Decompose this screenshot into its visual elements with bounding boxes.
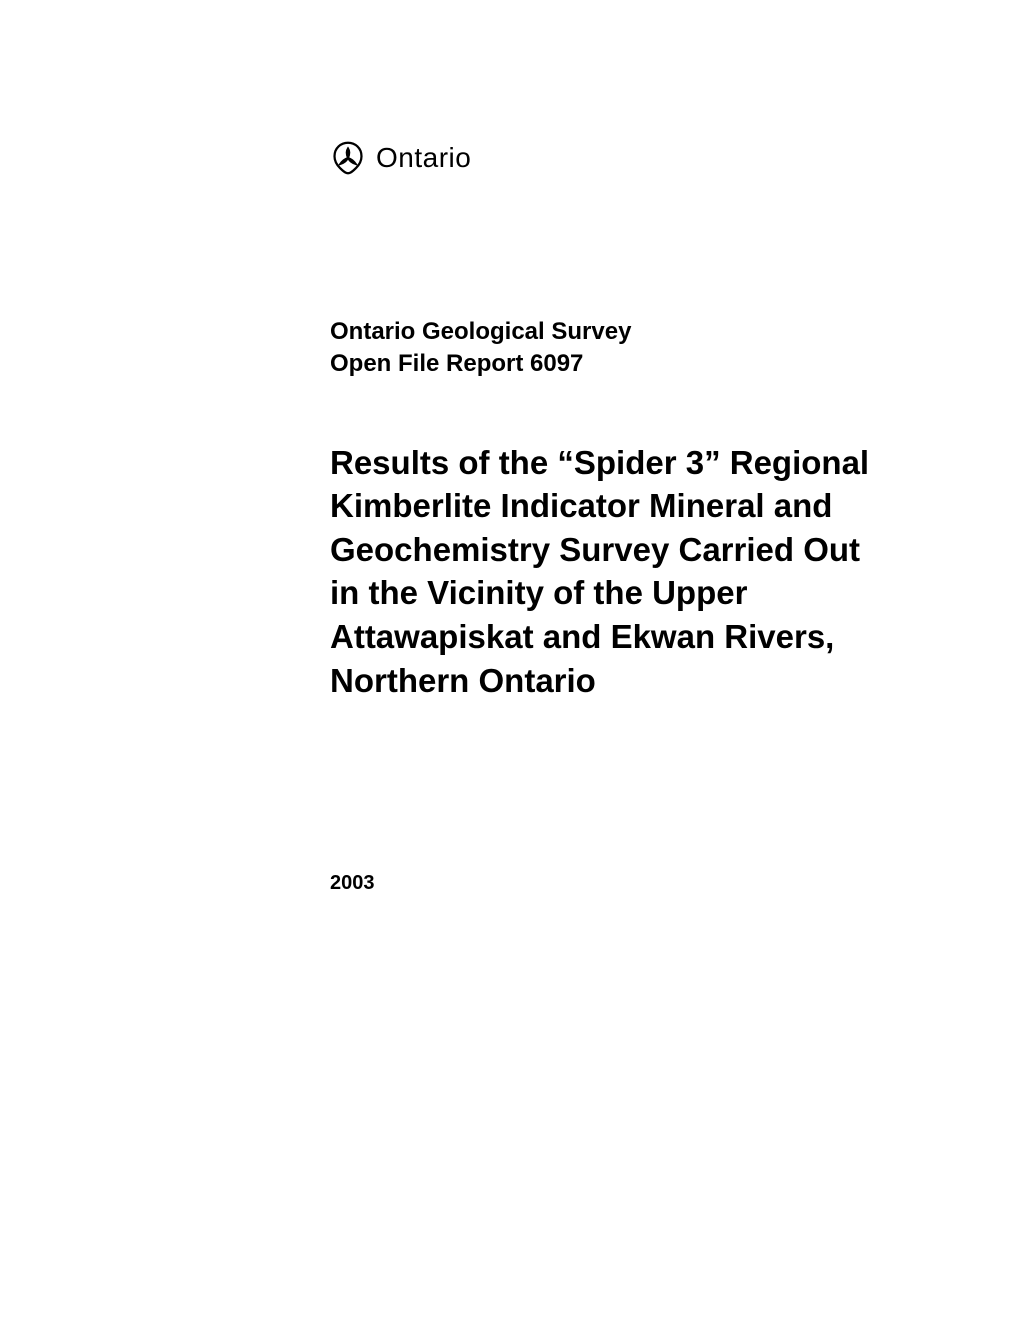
report-title: Results of the “Spider 3” Regional Kimbe… [330,441,890,702]
ontario-wordmark: Ontario [376,142,471,174]
series-name: Ontario Geological Survey [330,316,920,348]
publication-year: 2003 [330,872,920,895]
report-number: Open File Report 6097 [330,348,920,380]
title-block: Results of the “Spider 3” Regional Kimbe… [330,441,890,702]
trillium-icon [330,140,366,176]
series-block: Ontario Geological Survey Open File Repo… [330,316,920,381]
cover-page: Ontario Ontario Geological Survey Open F… [0,0,1020,1320]
ontario-logo: Ontario [330,140,920,176]
